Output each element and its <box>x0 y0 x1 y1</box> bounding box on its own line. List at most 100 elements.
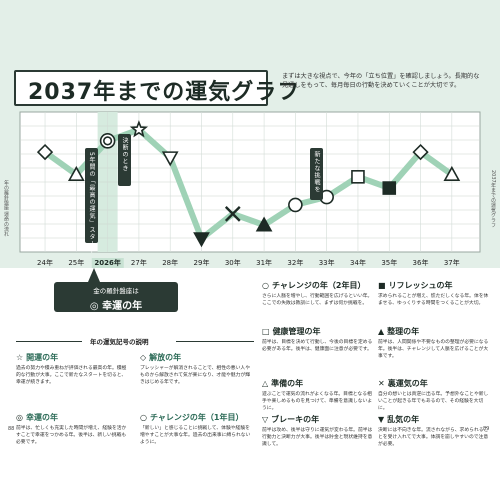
x-tick-label: 24年 <box>37 259 53 267</box>
legend-item-name: チャレンジの年（1年目） <box>149 413 244 422</box>
legend-item-name: 解放の年 <box>149 353 182 362</box>
x-tick-label: 32年 <box>287 259 304 267</box>
legend-item-heading: □ 健康管理の年 <box>262 326 374 337</box>
legend-item: □ 健康管理の年 前半は、目標を決めて行動し、今後の目標を定める必要がある年。後半は… <box>262 326 374 353</box>
marker-diamond <box>36 143 54 161</box>
legend-symbol-icon: ✕ <box>378 379 385 388</box>
x-tick-label: 33年 <box>318 259 335 267</box>
marker-circle <box>288 197 303 213</box>
legend-item-heading: ✕ 裏運気の年 <box>378 378 490 389</box>
x-tick-label: 30年 <box>224 259 241 267</box>
marker-double-circle-inner <box>103 136 113 146</box>
legend-item-heading: ▽ ブレーキの年 <box>262 414 374 425</box>
legend-item-desc: 「新しい」と感じることに挑戦して、体験や経験を増やすことが大事な年。過去の出来事… <box>140 426 251 445</box>
legend-item: ○ チャレンジの年（2年目） さらに人脈を増やし、行動範囲を広げるといい年。ここでの… <box>262 280 374 307</box>
page-number-left: 88 <box>8 426 15 432</box>
legend-symbol-icon: ○ <box>262 281 269 290</box>
x-tick-label: 29年 <box>193 259 210 267</box>
badge-line2: ◎ 幸運の年 <box>89 301 143 312</box>
legend-item-desc: 求められることが増え、慌ただしくなる年。体を休ませる、ゆっくりする時間をつくるこ… <box>378 294 489 306</box>
legend-item-name: ブレーキの年 <box>271 415 320 424</box>
legend-item-desc: 前半は、目標を決めて行動し、今後の目標を定める必要がある年。後半は、健康面に注意… <box>262 340 373 352</box>
legend-item-name: チャレンジの年（2年目） <box>271 281 366 290</box>
luck-badge: 金の羅針盤座は ◎ 幸運の年 <box>54 282 178 312</box>
marker-filled-inverted-triangle <box>193 232 210 248</box>
legend-item-name: 幸運の年 <box>25 413 58 422</box>
x-tick-label: 25年 <box>68 259 85 267</box>
legend-symbol-icon: ◎ <box>16 413 23 422</box>
annotation-new-challenge: 新たな挑戦を <box>310 148 323 200</box>
marker-filled-triangle <box>255 216 273 232</box>
legend-item-desc: 遊ぶことで運気の流れがよくなる年。目標となる相手や楽しめるものを見つけて、準備を… <box>262 392 372 411</box>
legend-symbol-icon: □ <box>262 327 270 336</box>
legend-item-name: 整理の年 <box>387 327 420 336</box>
x-tick-label: 36年 <box>412 259 429 267</box>
legend-item-desc: 過去の努力や積み重ねが評価される最高の年。積極的な行動が大事。ここで新たなスター… <box>16 366 127 385</box>
legend-item-name: 開運の年 <box>26 353 59 362</box>
intro-text: まずは大きな視点で、今年の「立ち位置」を確認しましょう。長期的な見通しをもって、… <box>282 73 480 89</box>
legend-item: ○ チャレンジの年（1年目） 「新しい」と感じることに挑戦して、体験や経験を増やすこ… <box>140 412 252 446</box>
legend-item: ◇ 解放の年プレッシャーが解消されることで、相性の悪い人やものから解放されて気が楽… <box>140 352 252 386</box>
fortune-chart <box>19 111 481 253</box>
legend-item: ▲ 整理の年前半は、人間関係や不要なものの整理が必要になる年。後半は、チャレンジし… <box>378 326 490 360</box>
side-label-left: 年の羅針盤座 運命の流れ <box>3 180 9 237</box>
legend-item: ▼ 乱気の年決断には不向きな年。流されながら、求められることを受け入れてで大事。体… <box>378 414 490 448</box>
annotation-decision: 決断のとき <box>118 134 131 186</box>
legend-item: ■ リフレッシュの年 求められることが増え、慌ただしくなる年。体を休ませる、ゆっくり… <box>378 280 490 307</box>
legend-symbol-icon: ○ <box>140 413 147 422</box>
marker-cross-b <box>224 206 241 222</box>
marker-star <box>129 120 149 138</box>
legend-item-desc: 決断には不向きな年。流されながら、求められることを受け入れてで大事。体調を崩しや… <box>378 428 489 447</box>
legend-item-name: 準備の年 <box>271 379 304 388</box>
page-title: 2037年までの運気グラフ <box>28 80 301 105</box>
legend-item-heading: ○ チャレンジの年（1年目） <box>140 412 252 423</box>
legend-item-desc: 前半は攻め、後半は守りに運気が変わる年。前半は行動力と決断力が大事。後半は貯金と… <box>262 428 373 447</box>
badge-pointer <box>88 268 100 282</box>
legend-item: △ 準備の年遊ぶことで運気の流れがよくなる年。目標となる相手や楽しめるものを見つけ… <box>262 378 374 412</box>
x-tick-label: 2026年 <box>91 258 124 268</box>
marker-filled-square <box>382 181 397 195</box>
legend-item-heading: ◎ 幸運の年 <box>16 412 128 423</box>
x-tick-label: 31年 <box>256 259 273 267</box>
legend-symbol-icon: ■ <box>378 281 386 290</box>
legend-item: ◎ 幸運の年前半は、忙しくも充実した時間が増え、経験を活かすことで幸運をつかめる年… <box>16 412 128 446</box>
marker-triangle <box>67 165 85 181</box>
legend-item-name: 乱気の年 <box>387 415 420 424</box>
side-label-right: 2037年までの運気グラフ <box>490 170 496 228</box>
annotation-best-start: 5年間の「最高の運気」スタート <box>85 148 98 255</box>
legend-item: ▽ ブレーキの年前半は攻め、後半は守りに運気が変わる年。前半は行動力と決断力が大事… <box>262 414 374 448</box>
legend-item: ✕ 裏運気の年自分の想いとは真逆に出る年。予想外なことや新しいことが起きる年でもあ… <box>378 378 490 412</box>
x-tick-label: 35年 <box>381 259 398 267</box>
marker-square <box>351 170 365 184</box>
marker-inverted-triangle <box>161 151 179 167</box>
legend-header: 年の運気記号の説明 <box>16 336 254 346</box>
legend-item-desc: 前半は、人間関係や不要なものの整理が必要になる年。後半は、チャレンジして人脈を広… <box>378 340 489 359</box>
legend-item-heading: ◇ 解放の年 <box>140 352 252 363</box>
page-number-right: 89 <box>483 426 490 432</box>
legend-item-heading: ▲ 整理の年 <box>378 326 490 337</box>
legend-item-heading: ■ リフレッシュの年 <box>378 280 490 291</box>
marker-diamond <box>412 143 429 161</box>
legend-symbol-icon: ☆ <box>16 353 24 362</box>
badge-line1: 金の羅針盤座は <box>93 287 139 295</box>
legend-item-name: 健康管理の年 <box>272 327 321 336</box>
legend-item-desc: 前半は、忙しくも充実した時間が増え、経験を活かすことで幸運をつかめる年。後半は、… <box>16 426 127 445</box>
legend-symbol-icon: ▼ <box>378 415 385 424</box>
legend-title: 年の運気記号の説明 <box>86 336 153 346</box>
x-tick-label: 28年 <box>162 259 179 267</box>
legend-item-heading: ▼ 乱気の年 <box>378 414 490 425</box>
legend-symbol-icon: ◇ <box>140 353 147 362</box>
legend-symbol-icon: ▽ <box>262 415 269 424</box>
legend-item-desc: 自分の想いとは真逆に出る年。予想外なことや新しいことが起きる年でもあるので、その… <box>378 392 489 411</box>
legend-symbol-icon: △ <box>262 379 269 388</box>
legend-item-name: 裏運気の年 <box>387 379 428 388</box>
legend-item-desc: プレッシャーが解消されることで、相性の悪い人やものから解放されて気が楽になり、才… <box>140 366 250 385</box>
x-tick-label: 37年 <box>443 259 460 267</box>
x-tick-label: 34年 <box>350 259 366 267</box>
legend-item-heading: ☆ 開運の年 <box>16 352 128 363</box>
legend-item: ☆ 開運の年過去の努力や積み重ねが評価される最高の年。積極的な行動が大事。ここで新… <box>16 352 128 386</box>
marker-triangle <box>443 165 461 181</box>
legend-symbol-icon: ▲ <box>378 327 385 336</box>
legend-item-desc: さらに人脈を増やし、行動範囲を広げるといい年。ここでの失敗は教訓にして、まずは何… <box>262 294 373 306</box>
